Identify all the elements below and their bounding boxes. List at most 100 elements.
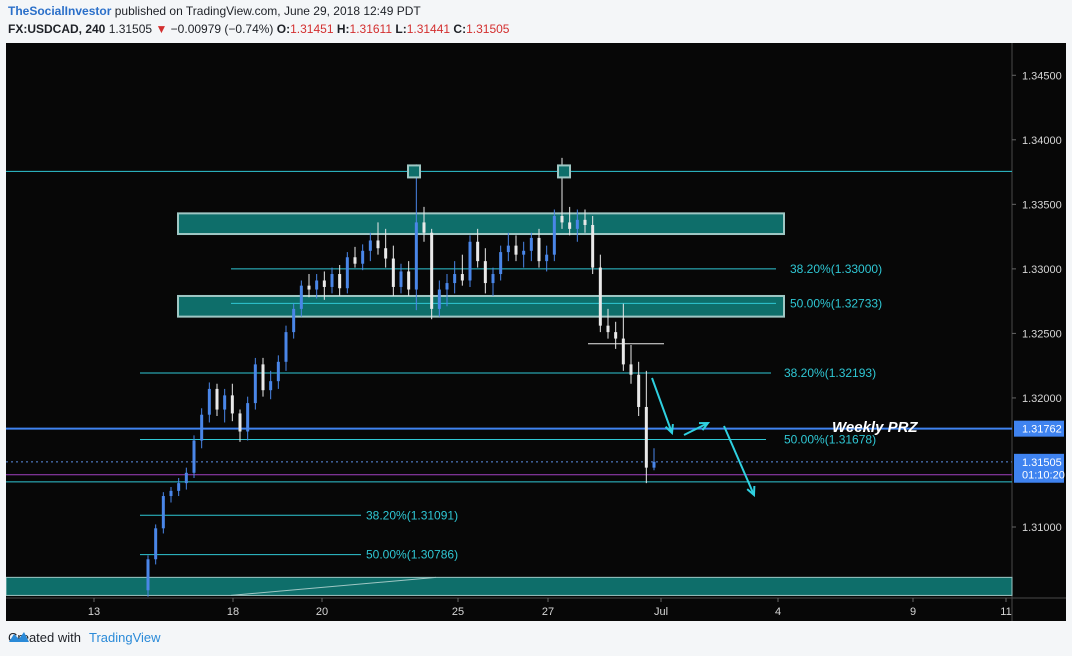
chart-area[interactable]: 38.20%(1.33000) 50.00%(1.32733) 38.20%(1.3… — [6, 43, 1066, 621]
open-label: O: — [276, 22, 291, 36]
candle-body — [606, 325, 610, 333]
candle-body — [391, 258, 395, 287]
close-value: 1.31505 — [466, 22, 510, 36]
zone-rect — [177, 294, 785, 318]
candle-body — [368, 240, 372, 251]
candle-body — [276, 361, 280, 382]
candle-body — [529, 237, 533, 251]
trend-line — [230, 576, 437, 596]
candle-body — [299, 285, 303, 309]
fib-level-label: 38.20%(1.32193) — [784, 366, 876, 380]
author-link[interactable]: TheSocialInvestor — [8, 4, 112, 18]
tradingview-logo-icon — [9, 632, 29, 642]
candle-body — [154, 528, 158, 560]
candle-body — [575, 219, 579, 229]
footer: Created with TradingView — [8, 630, 161, 645]
candle-body — [644, 406, 648, 468]
candle-body — [230, 395, 234, 414]
arrowhead — [698, 421, 711, 431]
candle-body — [215, 388, 219, 410]
close-label: C: — [453, 22, 467, 36]
candle-body — [445, 283, 449, 290]
candle-body — [629, 364, 633, 375]
arrowhead — [664, 423, 674, 436]
price-axis-panel — [1012, 43, 1066, 621]
time-axis-panel — [6, 598, 1012, 621]
high-label: H: — [336, 22, 350, 36]
open-value: 1.31451 — [290, 22, 334, 36]
price-badge — [1014, 466, 1064, 483]
fib-level-label: 38.20%(1.31091) — [366, 508, 458, 522]
arrowhead — [746, 485, 756, 498]
arrow-line — [651, 377, 673, 434]
candle-body — [621, 338, 625, 365]
y-tick-label: 1.34500 — [1022, 70, 1062, 82]
candle-body — [453, 274, 457, 284]
candle-body — [499, 252, 503, 275]
candle-body — [169, 490, 173, 497]
y-tick-label: 1.32000 — [1022, 393, 1062, 405]
candle-body — [177, 483, 181, 491]
published-line: TheSocialInvestor published on TradingVi… — [8, 4, 421, 18]
candle-body — [430, 232, 434, 309]
candle-body — [598, 267, 602, 326]
candle-body — [560, 215, 564, 223]
candle-body — [315, 280, 319, 290]
top-marker-box — [557, 164, 571, 179]
x-tick-label: 4 — [775, 606, 781, 618]
candle-body — [269, 381, 273, 391]
x-tick-label: Jul — [654, 606, 668, 618]
candle-body — [476, 241, 480, 262]
x-tick-label: 20 — [316, 606, 328, 618]
low-value: 1.31441 — [406, 22, 451, 36]
candle-body — [146, 559, 150, 591]
fib-level-label: 38.20%(1.33000) — [790, 262, 882, 276]
candle-body — [583, 219, 587, 225]
zone-rect — [6, 576, 1013, 596]
candle-body — [223, 395, 227, 410]
x-tick-label: 27 — [542, 606, 554, 618]
candle-body — [353, 257, 357, 264]
candle-body — [253, 364, 257, 404]
candle-body — [414, 222, 418, 290]
tradingview-brand[interactable]: TradingView — [88, 630, 161, 645]
fib-level-label: 50.00%(1.30786) — [366, 548, 458, 562]
candle-body — [537, 237, 541, 262]
y-tick-label: 1.34000 — [1022, 135, 1062, 147]
low-label: L: — [395, 22, 407, 36]
high-value: 1.31611 — [349, 22, 393, 36]
published-text: published on TradingView.com, June 29, 2… — [114, 4, 421, 18]
candle-body — [483, 261, 487, 284]
top-marker-box — [407, 164, 421, 179]
candle-body — [345, 257, 349, 289]
candle-body — [422, 222, 426, 233]
price-badge-label: 1.31505 — [1022, 457, 1062, 469]
candle-body — [614, 332, 618, 339]
candlestick-chart[interactable]: 38.20%(1.33000) 50.00%(1.32733) 38.20%(1.3… — [6, 43, 1066, 621]
fib-level-label: 50.00%(1.31678) — [784, 433, 876, 447]
x-tick-label: 9 — [910, 606, 916, 618]
y-tick-label: 1.31000 — [1022, 522, 1062, 534]
candle-body — [491, 274, 495, 284]
x-tick-label: 11 — [1000, 606, 1011, 618]
candle-body — [637, 374, 641, 407]
candle-body — [652, 461, 656, 468]
y-tick-label: 1.32500 — [1022, 328, 1062, 340]
candle-body — [330, 274, 334, 287]
candle-body — [184, 472, 188, 484]
candle-body — [437, 289, 441, 309]
weekly-prz-label: Weekly PRZ — [832, 419, 918, 436]
candle-body — [307, 285, 311, 290]
ohlc-line: FX:USDCAD, 240 1.31505 ▼ −0.00979 (−0.74… — [8, 22, 509, 36]
candle-body — [284, 332, 288, 362]
candle-body — [568, 222, 572, 229]
price-badge — [1014, 453, 1064, 470]
x-tick-label: 25 — [452, 606, 464, 618]
price-badge-label: 01:10:20 — [1022, 470, 1065, 482]
candle-body — [246, 403, 250, 432]
arrow-line — [723, 425, 755, 496]
candle-body — [161, 496, 165, 529]
price-badge-label: 1.31762 — [1022, 424, 1062, 436]
x-tick-label: 18 — [227, 606, 239, 618]
candle-body — [322, 280, 326, 287]
